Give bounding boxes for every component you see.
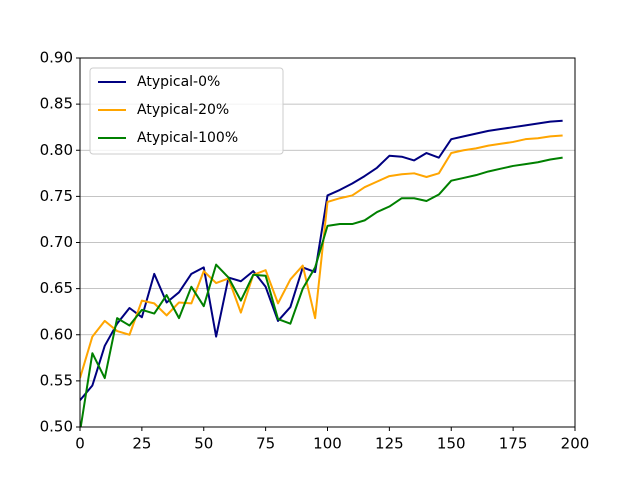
y-tick-label: 0.70 — [40, 233, 73, 251]
y-tick-label: 0.90 — [40, 49, 73, 67]
y-tick-label: 0.55 — [40, 371, 73, 389]
y-tick-label: 0.80 — [40, 141, 73, 159]
ticks: 0.50 0.55 0.60 0.65 0.70 0.75 0.80 0.85 0.90 0 25 5… — [40, 49, 590, 453]
y-tick-label: 0.75 — [40, 187, 73, 205]
x-tick-label: 125 — [375, 435, 404, 453]
x-tick-label: 150 — [437, 435, 466, 453]
series-line — [80, 134, 563, 379]
series-line — [80, 156, 563, 427]
y-tick-label: 0.85 — [40, 95, 73, 113]
y-tick-label: 0.60 — [40, 325, 73, 343]
x-tick-label: 50 — [194, 435, 213, 453]
plot-lines — [80, 119, 563, 427]
y-tick-label: 0.50 — [40, 418, 73, 436]
x-tick-label: 25 — [132, 435, 151, 453]
x-tick-label: 175 — [499, 435, 528, 453]
x-tick-label: 0 — [75, 435, 85, 453]
x-tick-label: 100 — [313, 435, 342, 453]
legend-label: Atypical-100% — [137, 130, 238, 146]
legend-label: Atypical-0% — [137, 74, 220, 90]
series-line — [80, 119, 563, 401]
x-tick-label: 200 — [561, 435, 590, 453]
x-tick-label: 75 — [256, 435, 275, 453]
legend: Atypical-0% Atypical-20% Atypical-100% — [89, 67, 284, 155]
legend-box — [89, 67, 284, 155]
y-tick-label: 0.65 — [40, 279, 73, 297]
legend-label: Atypical-20% — [137, 102, 229, 118]
